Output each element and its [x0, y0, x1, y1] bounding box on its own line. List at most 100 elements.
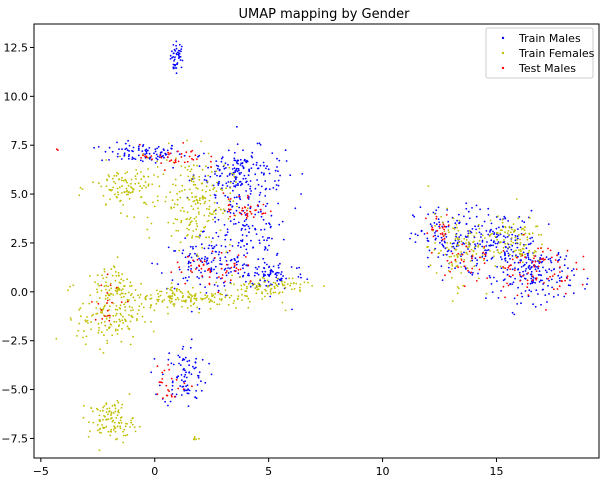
scatter-point [269, 271, 272, 274]
scatter-point [254, 173, 257, 176]
legend-label: Test Males [518, 62, 576, 75]
scatter-point [260, 228, 262, 231]
scatter-point [482, 251, 485, 254]
scatter-point [113, 266, 116, 269]
scatter-point [512, 241, 515, 244]
scatter-point [509, 276, 512, 278]
scatter-point [118, 307, 121, 309]
scatter-point [261, 292, 263, 295]
scatter-point [154, 162, 157, 164]
scatter-point [128, 393, 131, 396]
scatter-point [272, 291, 275, 294]
scatter-point [211, 213, 214, 216]
scatter-point [151, 158, 154, 161]
scatter-point [469, 232, 472, 235]
scatter-point [212, 188, 215, 191]
scatter-point [126, 181, 128, 184]
scatter-point [512, 281, 515, 284]
scatter-point [103, 320, 106, 323]
scatter-point [149, 156, 152, 159]
scatter-point [121, 192, 123, 194]
scatter-point [300, 276, 302, 279]
scatter-point [224, 296, 227, 299]
scatter-point [246, 243, 248, 245]
scatter-point [262, 257, 265, 260]
scatter-point [511, 255, 514, 257]
scatter-point [140, 196, 143, 198]
scatter-point [173, 203, 176, 206]
scatter-point [256, 204, 259, 207]
scatter-point [483, 262, 486, 265]
scatter-point [127, 139, 129, 142]
scatter-point [446, 209, 449, 211]
scatter-point [133, 157, 135, 160]
scatter-point [168, 153, 170, 156]
scatter-point [195, 216, 198, 218]
scatter-point [235, 181, 237, 184]
scatter-point [122, 292, 124, 295]
scatter-point [451, 268, 453, 270]
scatter-point [172, 52, 175, 55]
scatter-point [559, 271, 561, 273]
scatter-point [514, 235, 517, 237]
scatter-point [213, 268, 215, 271]
scatter-point [431, 226, 434, 229]
scatter-point [111, 188, 113, 191]
scatter-point [254, 228, 257, 231]
scatter-point [581, 283, 584, 286]
y-axis: −7.5−5.0−2.50.02.55.07.510.012.5 [1, 41, 34, 445]
scatter-point [112, 412, 115, 414]
scatter-point [150, 155, 153, 157]
scatter-point [109, 284, 112, 286]
scatter-point [123, 428, 126, 431]
scatter-point [264, 295, 266, 298]
scatter-point [100, 321, 103, 324]
scatter-point [242, 275, 244, 278]
scatter-point [440, 249, 442, 252]
scatter-point [522, 275, 524, 277]
scatter-point [258, 194, 261, 196]
scatter-point [510, 264, 512, 267]
scatter-point [409, 237, 411, 240]
scatter-point [499, 265, 502, 268]
scatter-point [181, 348, 184, 350]
x-axis: −5 0 5 10 15 [33, 458, 503, 478]
legend-label: Train Males [518, 32, 581, 45]
scatter-point [500, 258, 503, 261]
scatter-point [169, 400, 172, 403]
scatter-point [261, 298, 264, 300]
scatter-point [179, 59, 182, 61]
scatter-point [248, 300, 251, 303]
scatter-point [177, 160, 180, 163]
scatter-point [257, 258, 260, 261]
scatter-point [146, 216, 149, 219]
scatter-point [490, 228, 492, 231]
scatter-point [303, 281, 306, 284]
scatter-point [198, 199, 201, 202]
scatter-point [126, 299, 129, 301]
scatter-point [195, 222, 198, 225]
scatter-point [149, 294, 152, 296]
scatter-point [233, 218, 236, 221]
scatter-point [146, 228, 149, 231]
scatter-point [120, 158, 123, 160]
scatter-point [238, 206, 241, 209]
scatter-point [114, 182, 117, 185]
scatter-point [264, 212, 267, 215]
scatter-point [156, 166, 159, 168]
scatter-point [557, 253, 560, 256]
scatter-point [451, 242, 454, 245]
scatter-point [532, 281, 535, 283]
scatter-point [572, 292, 575, 295]
scatter-point [510, 231, 512, 234]
scatter-point [238, 197, 241, 199]
scatter-point [220, 263, 223, 266]
scatter-point [203, 258, 206, 261]
scatter-point [136, 313, 139, 315]
scatter-point [535, 266, 537, 268]
scatter-point [470, 271, 473, 274]
scatter-point [447, 225, 450, 228]
scatter-point [144, 201, 146, 204]
scatter-point [502, 266, 504, 268]
scatter-point [198, 269, 200, 272]
